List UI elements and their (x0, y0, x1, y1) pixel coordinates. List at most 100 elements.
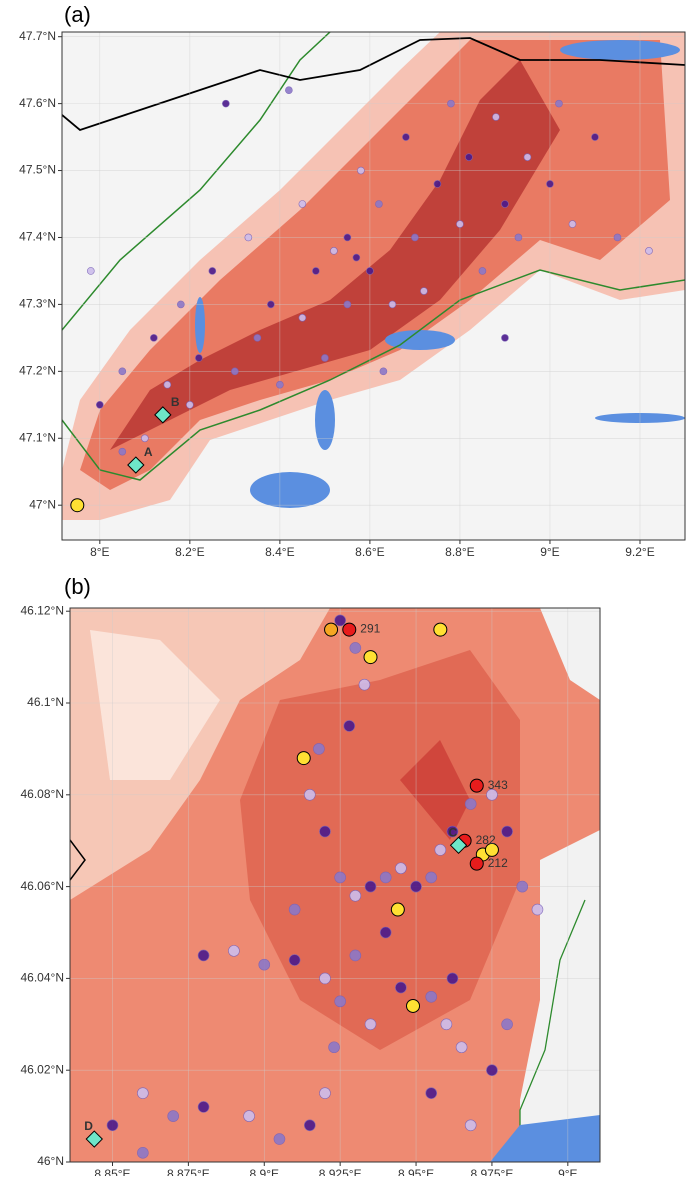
event-point (137, 1147, 148, 1158)
site-marker (325, 623, 338, 636)
event-point (350, 890, 361, 901)
event-point (380, 368, 387, 375)
event-point (645, 247, 652, 254)
event-point (546, 180, 553, 187)
event-point (456, 221, 463, 228)
y-tick-label: 46°N (37, 1154, 64, 1168)
x-tick-label: 8.875°E (167, 1167, 210, 1176)
site-marker (343, 623, 356, 636)
event-point (486, 1065, 497, 1076)
event-point (395, 982, 406, 993)
event-point (231, 368, 238, 375)
event-point (330, 247, 337, 254)
event-point (344, 234, 351, 241)
event-point (395, 863, 406, 874)
y-tick-label: 47.3°N (19, 297, 56, 311)
y-tick-label: 46.06°N (21, 879, 65, 893)
event-point (274, 1134, 285, 1145)
event-point (411, 881, 422, 892)
y-tick-label: 47.6°N (19, 96, 56, 110)
event-point (365, 1019, 376, 1030)
station-label: C (449, 825, 458, 839)
event-point (350, 642, 361, 653)
event-point (447, 973, 458, 984)
event-point (137, 1088, 148, 1099)
event-point (186, 401, 193, 408)
event-point (380, 872, 391, 883)
event-point (532, 904, 543, 915)
event-point (375, 201, 382, 208)
event-point (366, 267, 373, 274)
y-tick-label: 47.4°N (19, 230, 56, 244)
y-tick-label: 47.2°N (19, 364, 56, 378)
event-point (502, 1019, 513, 1030)
x-tick-label: 9.2°E (625, 545, 654, 559)
y-tick-label: 47.7°N (19, 29, 56, 43)
event-point (344, 301, 351, 308)
site-label: 212 (488, 856, 508, 870)
event-point (411, 234, 418, 241)
event-point (312, 267, 319, 274)
event-point (502, 826, 513, 837)
figure: (a) (b) 8°E8.2°E8.4°E8.6°E8.8°E9°E9.2°E4… (0, 0, 693, 1176)
site-label: 291 (360, 622, 380, 636)
event-point (96, 401, 103, 408)
event-point (313, 743, 324, 754)
event-point (456, 1042, 467, 1053)
event-point (164, 381, 171, 388)
y-tick-label: 47°N (29, 497, 56, 511)
event-point (285, 87, 292, 94)
x-tick-label: 9°E (540, 545, 559, 559)
event-point (289, 904, 300, 915)
event-point (447, 100, 454, 107)
site-marker (470, 857, 483, 870)
event-point (389, 301, 396, 308)
event-point (479, 267, 486, 274)
site-label: 282 (476, 833, 496, 847)
event-point (228, 945, 239, 956)
event-point (335, 872, 346, 883)
site-marker (71, 499, 84, 512)
event-point (501, 334, 508, 341)
event-point (299, 314, 306, 321)
event-point (319, 826, 330, 837)
panel-label: (a) (64, 2, 91, 27)
event-point (426, 872, 437, 883)
event-point (335, 996, 346, 1007)
y-tick-label: 46.1°N (27, 695, 64, 709)
event-point (420, 288, 427, 295)
event-point (150, 334, 157, 341)
event-point (329, 1042, 340, 1053)
event-point (304, 1120, 315, 1131)
event-point (209, 267, 216, 274)
panel-label: (b) (64, 574, 91, 599)
site-marker (434, 623, 447, 636)
x-tick-label: 8.9°E (250, 1167, 279, 1176)
y-tick-label: 46.12°N (21, 603, 65, 617)
site-marker (364, 651, 377, 664)
event-point (357, 167, 364, 174)
event-point (426, 991, 437, 1002)
event-point (344, 720, 355, 731)
station-label: B (171, 395, 180, 409)
x-tick-label: 8°E (90, 545, 109, 559)
event-point (359, 679, 370, 690)
event-point (435, 844, 446, 855)
y-tick-label: 46.04°N (21, 971, 65, 985)
event-point (119, 448, 126, 455)
event-point (614, 234, 621, 241)
x-tick-label: 9°E (558, 1167, 577, 1176)
event-point (492, 114, 499, 121)
event-point (276, 381, 283, 388)
x-tick-label: 8.4°E (265, 545, 294, 559)
basemap (62, 32, 685, 540)
event-point (299, 201, 306, 208)
x-tick-label: 8.85°E (94, 1167, 130, 1176)
event-point (87, 267, 94, 274)
event-point (555, 100, 562, 107)
event-point (319, 973, 330, 984)
event-point (304, 789, 315, 800)
station-label: A (144, 445, 153, 459)
x-tick-label: 8.2°E (175, 545, 204, 559)
event-point (195, 354, 202, 361)
